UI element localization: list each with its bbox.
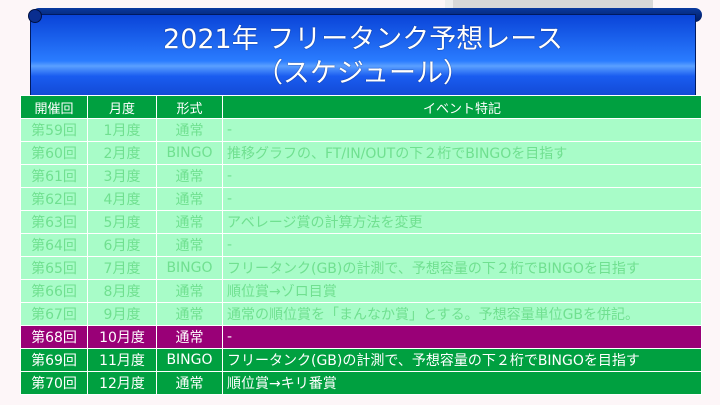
cell-month: 8月度: [87, 279, 157, 303]
cell-round: 第59回: [20, 118, 88, 142]
table-row: 第69回 11月度 BINGO フリータンク(GB)の計測で、予想容量の下２桁でBIN…: [20, 348, 702, 372]
cell-round: 第69回: [20, 348, 88, 372]
table-row: 第70回 12月度 通常 順位賞→キリ番賞: [20, 371, 702, 395]
cell-round: 第60回: [20, 141, 88, 165]
title-banner: 2021年 フリータンク予想レース （スケジュール）: [22, 8, 702, 120]
cell-format: 通常: [156, 325, 223, 349]
table-row: 第67回 9月度 通常 通常の順位賞を「まんなか賞」とする。予想容量単位GBを併記。: [20, 302, 702, 326]
cell-round: 第66回: [20, 279, 88, 303]
header-round: 開催回: [20, 95, 88, 119]
page-title: 2021年 フリータンク予想レース （スケジュール）: [31, 23, 695, 91]
cell-month: 2月度: [87, 141, 157, 165]
cell-note: 順位賞→キリ番賞: [222, 371, 702, 395]
table-row: 第62回 4月度 通常 -: [20, 187, 702, 211]
cell-format: BINGO: [156, 348, 223, 372]
cell-format: 通常: [156, 187, 223, 211]
cell-month: 11月度: [87, 348, 157, 372]
cell-month: 12月度: [87, 371, 157, 395]
table-row: 第59回 1月度 通常 -: [20, 118, 702, 142]
cell-month: 4月度: [87, 187, 157, 211]
cell-month: 3月度: [87, 164, 157, 188]
title-line-2: （スケジュール）: [255, 58, 471, 89]
cell-month: 9月度: [87, 302, 157, 326]
cell-month: 7月度: [87, 256, 157, 280]
table-row: 第60回 2月度 BINGO 推移グラフの、FT/IN/OUTの下２桁でBINGOを目…: [20, 141, 702, 165]
table-row: 第68回 10月度 通常 -: [20, 325, 702, 349]
table-row: 第63回 5月度 通常 アベレージ賞の計算方法を変更: [20, 210, 702, 234]
cell-round: 第70回: [20, 371, 88, 395]
cell-format: 通常: [156, 279, 223, 303]
cell-format: 通常: [156, 233, 223, 257]
cell-month: 5月度: [87, 210, 157, 234]
cell-round: 第62回: [20, 187, 88, 211]
header-month: 月度: [87, 95, 157, 119]
cell-note: -: [222, 164, 702, 188]
scroll-curl-icon: [28, 9, 42, 23]
cell-format: 通常: [156, 210, 223, 234]
table-row: 第66回 8月度 通常 順位賞→ゾロ目賞: [20, 279, 702, 303]
cell-format: BINGO: [156, 141, 223, 165]
header-note: イベント特記: [222, 95, 702, 119]
scroll-body: 2021年 フリータンク予想レース （スケジュール）: [30, 14, 696, 118]
cell-note: -: [222, 233, 702, 257]
header-format: 形式: [156, 95, 223, 119]
cell-note: -: [222, 187, 702, 211]
cell-format: 通常: [156, 371, 223, 395]
cell-format: 通常: [156, 118, 223, 142]
cell-round: 第65回: [20, 256, 88, 280]
cell-month: 1月度: [87, 118, 157, 142]
cell-format: BINGO: [156, 256, 223, 280]
cell-round: 第67回: [20, 302, 88, 326]
cell-round: 第61回: [20, 164, 88, 188]
cell-note: -: [222, 118, 702, 142]
cell-month: 10月度: [87, 325, 157, 349]
cell-note: -: [222, 325, 702, 349]
cell-note: アベレージ賞の計算方法を変更: [222, 210, 702, 234]
cell-format: 通常: [156, 302, 223, 326]
title-line-1: 2021年 フリータンク予想レース: [163, 24, 563, 55]
table-row: 第65回 7月度 BINGO フリータンク(GB)の計測で、予想容量の下２桁でBING…: [20, 256, 702, 280]
cell-format: 通常: [156, 164, 223, 188]
cell-month: 6月度: [87, 233, 157, 257]
cell-note: フリータンク(GB)の計測で、予想容量の下２桁でBINGOを目指す: [222, 348, 702, 372]
cell-note: 通常の順位賞を「まんなか賞」とする。予想容量単位GBを併記。: [222, 302, 702, 326]
cell-round: 第64回: [20, 233, 88, 257]
schedule-table: 開催回 月度 形式 イベント特記 第59回 1月度 通常 - 第60回 2月度 BINGO 推…: [20, 95, 702, 395]
table-header: 開催回 月度 形式 イベント特記: [20, 95, 702, 119]
cell-note: フリータンク(GB)の計測で、予想容量の下２桁でBINGOを目指す: [222, 256, 702, 280]
cell-note: 順位賞→ゾロ目賞: [222, 279, 702, 303]
cell-note: 推移グラフの、FT/IN/OUTの下２桁でBINGOを目指す: [222, 141, 702, 165]
cell-round: 第63回: [20, 210, 88, 234]
table-row: 第64回 6月度 通常 -: [20, 233, 702, 257]
cell-round: 第68回: [20, 325, 88, 349]
table-row: 第61回 3月度 通常 -: [20, 164, 702, 188]
